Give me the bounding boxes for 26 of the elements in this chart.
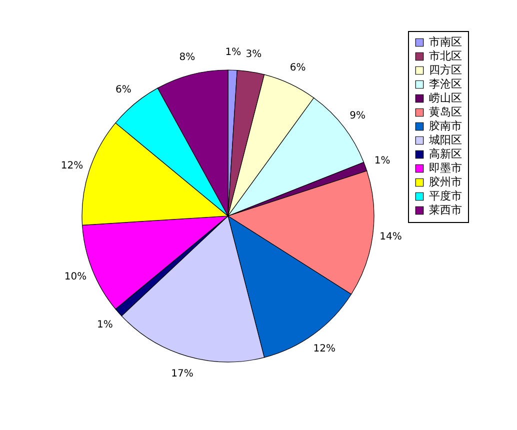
legend-label: 四方区 (429, 64, 462, 76)
data-label: 17% (171, 368, 194, 380)
legend-label: 胶南市 (429, 120, 462, 132)
data-label: 12% (313, 344, 336, 355)
legend-label: 李沧区 (429, 78, 462, 90)
data-label: 10% (64, 271, 87, 282)
legend-label: 即墨市 (429, 162, 462, 174)
data-label: 12% (60, 160, 84, 172)
data-label: 1% (374, 155, 390, 166)
data-label: 9% (350, 110, 366, 122)
data-label: 1% (225, 47, 242, 58)
legend-label: 黄岛区 (429, 106, 462, 118)
legend-label: 市南区 (429, 36, 462, 48)
data-label: 14% (380, 232, 402, 243)
data-label: 8% (179, 52, 196, 64)
data-label: 1% (97, 319, 113, 330)
data-label: 6% (116, 84, 132, 96)
data-label: 3% (246, 49, 262, 60)
legend-label: 胶州市 (429, 176, 462, 188)
legend-label: 平度市 (429, 190, 462, 202)
legend-label: 莱西市 (429, 204, 462, 216)
legend-label: 高新区 (429, 148, 462, 160)
legend-label: 崂山区 (429, 92, 462, 104)
data-label: 6% (290, 62, 306, 74)
legend-label: 市北区 (429, 50, 462, 62)
legend-label: 城阳区 (428, 134, 462, 146)
